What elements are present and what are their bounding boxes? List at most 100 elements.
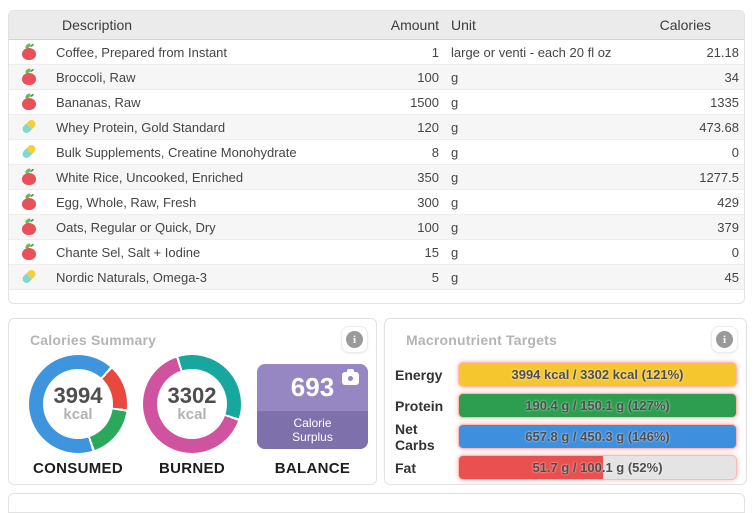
next-panel-stub (8, 493, 745, 513)
macro-progress-bar: 51.7 g / 100.1 g (52%) (459, 456, 736, 479)
burned-chart-column: 3302 kcal BURNED (143, 355, 241, 477)
calories-charts-row: 3994 kcal CONSUMED 3302 kcal BURNED 693 … (29, 355, 368, 477)
table-row[interactable]: Egg, Whole, Raw, Fresh 300 g 429 (9, 190, 744, 215)
camera-icon[interactable] (342, 369, 359, 385)
apple-icon (20, 243, 38, 261)
macronutrient-targets-info-button[interactable]: i (711, 326, 738, 353)
balance-value: 693 (290, 372, 335, 402)
calories-cell: 379 (717, 219, 739, 235)
amount-cell[interactable]: 100 (417, 69, 439, 85)
apple-icon (20, 68, 38, 86)
unit-cell[interactable]: g (451, 169, 459, 185)
amount-cell[interactable]: 300 (417, 194, 439, 210)
table-row[interactable]: Whey Protein, Gold Standard 120 g 473.68 (9, 115, 744, 140)
amount-cell[interactable]: 1 (431, 44, 439, 60)
consumed-chart-column: 3994 kcal CONSUMED (29, 355, 127, 477)
macro-progress-bar: 3994 kcal / 3302 kcal (121%) (459, 363, 736, 386)
capsule-icon (20, 143, 38, 161)
macro-bar-fill (459, 425, 736, 448)
info-icon: i (716, 331, 733, 348)
calories-cell: 0 (731, 144, 739, 160)
calories-cell: 1277.5 (699, 169, 739, 185)
amount-cell[interactable]: 15 (424, 244, 439, 260)
food-table-body: Coffee, Prepared from Instant 1 large or… (9, 40, 744, 290)
apple-icon (20, 43, 38, 61)
calories-cell: 473.68 (699, 119, 739, 135)
info-icon: i (346, 331, 363, 348)
macro-row: Protein 190.4 g / 150.1 g (127%) (395, 394, 736, 417)
header-unit[interactable]: Unit (451, 17, 476, 33)
unit-cell[interactable]: g (451, 69, 459, 85)
amount-cell[interactable]: 100 (417, 219, 439, 235)
macronutrient-targets-panel: Macronutrient Targets i Energy 3994 kcal… (384, 318, 747, 485)
macro-label: Net Carbs (395, 420, 435, 453)
header-calories[interactable]: Calories (659, 17, 711, 33)
calories-summary-info-button[interactable]: i (341, 326, 368, 353)
apple-icon (20, 168, 38, 186)
description-cell: Whey Protein, Gold Standard (56, 119, 226, 135)
description-cell: Chante Sel, Salt + Iodine (56, 244, 201, 260)
amount-cell[interactable]: 1500 (410, 94, 439, 110)
macro-bar-text: 190.4 g / 150.1 g (127%) (525, 398, 670, 413)
table-row[interactable]: Bananas, Raw 1500 g 1335 (9, 90, 744, 115)
table-row[interactable]: Coffee, Prepared from Instant 1 large or… (9, 40, 744, 65)
macro-bar-text: 51.7 g / 100.1 g (52%) (532, 460, 663, 475)
macro-bar-text: 3994 kcal / 3302 kcal (121%) (511, 367, 684, 382)
calories-cell: 0 (731, 244, 739, 260)
macro-row: Energy 3994 kcal / 3302 kcal (121%) (395, 363, 736, 386)
macro-label: Fat (395, 459, 416, 476)
calories-cell: 45 (724, 269, 739, 285)
description-cell: Broccoli, Raw (56, 69, 136, 85)
table-row[interactable]: Bulk Supplements, Creatine Monohydrate 8… (9, 140, 744, 165)
calories-cell: 429 (717, 194, 739, 210)
macro-label: Protein (395, 397, 444, 414)
table-row[interactable]: Nordic Naturals, Omega-3 5 g 45 (9, 265, 744, 290)
burned-value: 3302 (167, 383, 217, 408)
apple-icon (20, 218, 38, 236)
description-cell: Oats, Regular or Quick, Dry (56, 219, 216, 235)
macro-row: Net Carbs 657.8 g / 450.3 g (146%) (395, 421, 736, 453)
unit-cell[interactable]: g (451, 144, 459, 160)
consumed-donut-chart: 3994 kcal (29, 355, 127, 453)
macro-row: Fat 51.7 g / 100.1 g (52%) (395, 456, 736, 479)
description-cell: White Rice, Uncooked, Enriched (56, 169, 244, 185)
apple-icon (20, 93, 38, 111)
unit-cell[interactable]: g (451, 244, 459, 260)
burned-unit: kcal (177, 406, 207, 423)
table-row[interactable]: Broccoli, Raw 100 g 34 (9, 65, 744, 90)
unit-cell[interactable]: g (451, 94, 459, 110)
capsule-icon (20, 118, 38, 136)
unit-cell[interactable]: g (451, 194, 459, 210)
amount-cell[interactable]: 5 (431, 269, 439, 285)
amount-cell[interactable]: 8 (431, 144, 439, 160)
apple-icon (20, 193, 38, 211)
food-table-header: Description Amount Unit Calories (9, 11, 744, 40)
macro-bar-fill (459, 363, 736, 386)
header-amount[interactable]: Amount (390, 17, 439, 33)
description-cell: Bananas, Raw (56, 94, 141, 110)
unit-cell[interactable]: g (451, 119, 459, 135)
unit-cell[interactable]: large or venti - each 20 fl oz (451, 44, 612, 60)
macro-bar-fill (459, 456, 604, 479)
amount-cell[interactable]: 350 (417, 169, 439, 185)
header-description[interactable]: Description (62, 17, 133, 33)
description-cell: Egg, Whole, Raw, Fresh (56, 194, 197, 210)
consumed-label: CONSUMED (33, 460, 123, 477)
description-cell: Bulk Supplements, Creatine Monohydrate (56, 144, 297, 160)
macro-label: Energy (395, 366, 443, 383)
macro-bar-fill (459, 394, 736, 417)
amount-cell[interactable]: 120 (417, 119, 439, 135)
diary-food-table-panel: Description Amount Unit Calories Coffee,… (8, 10, 745, 304)
calories-cell: 34 (724, 69, 739, 85)
table-row[interactable]: Oats, Regular or Quick, Dry 100 g 379 (9, 215, 744, 240)
macro-bar-text: 657.8 g / 450.3 g (146%) (525, 429, 670, 444)
unit-cell[interactable]: g (451, 269, 459, 285)
unit-cell[interactable]: g (451, 219, 459, 235)
table-row[interactable]: Chante Sel, Salt + Iodine 15 g 0 (9, 240, 744, 265)
macronutrient-targets-title: Macronutrient Targets (406, 332, 557, 348)
macro-rows: Energy 3994 kcal / 3302 kcal (121%) Prot… (395, 363, 736, 487)
calories-summary-panel: Calories Summary i 3994 kcal CONSUMED 33… (8, 318, 377, 485)
table-row[interactable]: White Rice, Uncooked, Enriched 350 g 127… (9, 165, 744, 190)
calories-cell: 21.18 (706, 44, 739, 60)
balance-column: 693 Calorie Surplus BALANCE (257, 355, 368, 477)
